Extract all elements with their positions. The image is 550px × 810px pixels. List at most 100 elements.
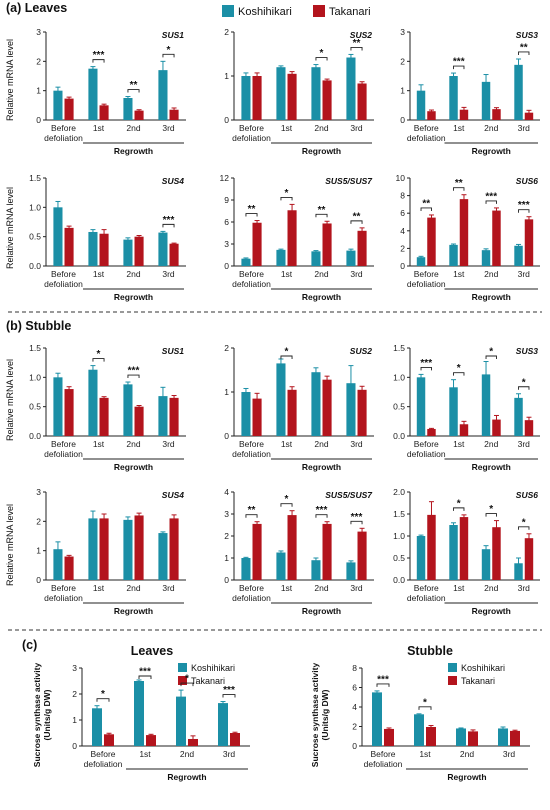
- significance-bracket: [376, 683, 390, 687]
- significance-bracket: [162, 53, 175, 58]
- chart-b-sus4: 0 1 2 3 SUS4 Before defoliation 1st 2nd 3rd Regrow…: [36, 487, 186, 616]
- bar-koshihikari: [53, 377, 63, 436]
- bar-koshihikari: [449, 76, 458, 120]
- bar-takanari: [252, 222, 262, 266]
- y-axis-label-a-row2: Relative mRNA level: [5, 187, 15, 269]
- significance-stars: *: [285, 494, 289, 505]
- bar-takanari: [287, 515, 297, 580]
- significance-bracket: [92, 59, 105, 63]
- x-category-label: 1st: [419, 749, 431, 759]
- x-category-label: 3rd: [162, 123, 175, 133]
- bar-koshihikari: [218, 703, 228, 746]
- legend-c-stubble: Koshihikari Takanari: [448, 663, 505, 686]
- bar-takanari: [492, 109, 501, 120]
- y-tick-label: 4: [400, 226, 405, 236]
- y-tick-label: 2: [72, 689, 77, 699]
- significance-stars: *: [320, 48, 324, 59]
- bar-koshihikari: [123, 98, 133, 120]
- x-category-label: 3rd: [162, 583, 175, 593]
- gene-title: SUS1: [162, 346, 184, 356]
- bar-koshihikari: [88, 231, 98, 266]
- y-tick-label: 0.5: [393, 553, 405, 563]
- x-category-label: 2nd: [126, 439, 140, 449]
- significance-bracket: [245, 213, 258, 217]
- x-category-label: Before defoliation: [407, 123, 446, 143]
- bar-koshihikari: [449, 525, 458, 580]
- significance-stars: ***: [316, 505, 328, 516]
- significance-bracket: [280, 355, 293, 359]
- x-category-label: Before defoliation: [407, 269, 446, 289]
- y-tick-label: 0.5: [29, 402, 41, 412]
- legend-swatch-koshihikari: [448, 663, 457, 672]
- bar-takanari: [134, 110, 144, 120]
- bar-takanari: [459, 109, 469, 120]
- y-tick-label: 6: [352, 683, 357, 693]
- x-category-label: 1st: [281, 583, 293, 593]
- significance-bracket: [92, 358, 105, 362]
- regrowth-group-label: Regrowth: [302, 462, 341, 472]
- x-category-label: 2nd: [460, 749, 474, 759]
- regrowth-group-label: Regrowth: [447, 772, 486, 782]
- significance-stars: *: [489, 504, 493, 515]
- bar-takanari: [468, 731, 478, 746]
- bar-takanari: [459, 517, 469, 580]
- bar-takanari: [357, 389, 367, 436]
- bar-takanari: [524, 538, 534, 580]
- significance-stars: *: [457, 498, 461, 509]
- bar-takanari: [427, 111, 436, 120]
- y-tick-label: 0.0: [393, 431, 405, 441]
- bar-takanari: [459, 199, 469, 266]
- bar-takanari: [492, 210, 501, 266]
- y-axis-label-b-row1: Relative mRNA level: [5, 359, 15, 441]
- bar-takanari: [492, 419, 501, 436]
- chart-b-sus6: 0.0 0.5 1.0 1.5 2.0 SUS6 Before defoliation * 1st…: [393, 487, 540, 616]
- chart-a-sus4: 0.0 0.5 1.0 1.5 SUS4 Before defoliation 1st 2nd *…: [29, 173, 186, 302]
- bar-takanari: [169, 243, 179, 266]
- significance-bracket: [127, 89, 140, 93]
- y-axis-label-c-stubble: Sucrose synthase activity(Units/g DW): [310, 663, 330, 768]
- bar-koshihikari: [346, 562, 356, 580]
- regrowth-group-label: Regrowth: [114, 146, 153, 156]
- x-category-label: 2nd: [314, 269, 328, 279]
- y-tick-label: 2: [400, 56, 405, 66]
- regrowth-group-label: Regrowth: [472, 292, 511, 302]
- regrowth-group-label: Regrowth: [472, 146, 511, 156]
- y-tick-label: 1.5: [29, 343, 41, 353]
- y-tick-label: 6: [400, 208, 405, 218]
- regrowth-group-label: Regrowth: [167, 772, 206, 782]
- x-category-label: 3rd: [518, 439, 531, 449]
- significance-bracket: [453, 372, 465, 376]
- x-category-label: 2nd: [484, 439, 498, 449]
- x-category-label: 1st: [93, 439, 105, 449]
- significance-bracket: [518, 51, 530, 55]
- x-category-label: 2nd: [126, 583, 140, 593]
- bar-koshihikari: [88, 68, 98, 120]
- significance-stars: ***: [485, 191, 497, 202]
- bar-koshihikari: [481, 250, 491, 266]
- y-tick-label: 2: [352, 722, 357, 732]
- bar-koshihikari: [134, 681, 144, 746]
- y-tick-label: 0: [224, 115, 229, 125]
- bar-takanari: [426, 726, 436, 746]
- bar-takanari: [459, 424, 469, 436]
- y-tick-label: 0.0: [29, 261, 41, 271]
- x-category-label: Before defoliation: [44, 439, 83, 459]
- x-category-label: 3rd: [350, 439, 363, 449]
- x-category-label: 2nd: [314, 583, 328, 593]
- bar-koshihikari: [449, 387, 458, 436]
- regrowth-group-label: Regrowth: [114, 292, 153, 302]
- bar-koshihikari: [241, 258, 251, 266]
- y-tick-label: 0.0: [29, 431, 41, 441]
- significance-stars: **: [353, 211, 361, 222]
- significance-bracket: [518, 209, 530, 213]
- significance-stars: **: [353, 38, 361, 49]
- chart-a-sus5: 0 3 6 9 12 SUS5/SUS7 ** Before defoliation * 1st **…: [220, 173, 374, 302]
- x-category-label: 2nd: [180, 749, 194, 759]
- x-category-label: 3rd: [518, 583, 531, 593]
- y-tick-label: 1: [400, 86, 405, 96]
- bar-takanari: [427, 217, 436, 266]
- bar-koshihikari: [123, 519, 133, 580]
- y-tick-label: 6: [224, 217, 229, 227]
- significance-stars: **: [318, 205, 326, 216]
- chart-c-leaves: 0 1 2 3 * Before defoliation *** 1st * 2nd *** 3rd Re…: [72, 663, 250, 782]
